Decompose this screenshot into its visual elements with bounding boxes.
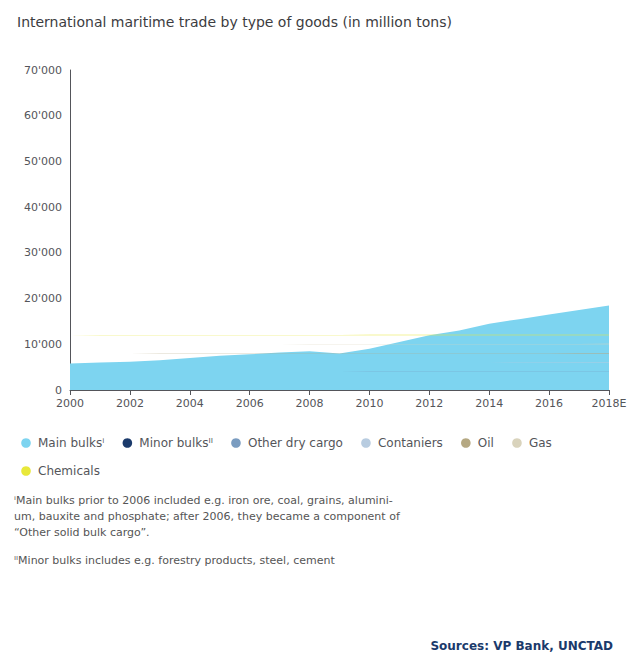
svg-text:30'000: 30'000 — [24, 246, 62, 259]
svg-text:2008: 2008 — [296, 397, 324, 410]
svg-text:2006: 2006 — [236, 397, 264, 410]
svg-text:50'000: 50'000 — [24, 155, 62, 168]
svg-text:2012: 2012 — [415, 397, 443, 410]
svg-text:Minor bulksᴵᴵ: Minor bulksᴵᴵ — [139, 436, 213, 450]
svg-text:ᴵᴵMinor bulks includes e.g. fo: ᴵᴵMinor bulks includes e.g. forestry pro… — [14, 554, 335, 567]
svg-text:Chemicals: Chemicals — [38, 464, 100, 478]
svg-text:2018E: 2018E — [592, 397, 627, 410]
svg-text:Other dry cargo: Other dry cargo — [248, 436, 343, 450]
svg-text:10'000: 10'000 — [24, 338, 62, 351]
svg-text:Main bulksⁱ: Main bulksⁱ — [38, 436, 104, 450]
svg-text:Gas: Gas — [529, 436, 552, 450]
svg-text:2010: 2010 — [355, 397, 383, 410]
svg-text:60'000: 60'000 — [24, 109, 62, 122]
svg-text:20'000: 20'000 — [24, 292, 62, 305]
svg-text:2000: 2000 — [56, 397, 84, 410]
svg-text:0: 0 — [55, 384, 62, 397]
svg-text:70'000: 70'000 — [24, 64, 62, 77]
svg-text:um, bauxite and phosphate; aft: um, bauxite and phosphate; after 2006, t… — [14, 510, 401, 523]
svg-text:2016: 2016 — [535, 397, 563, 410]
svg-text:2004: 2004 — [176, 397, 204, 410]
svg-text:Oil: Oil — [478, 436, 494, 450]
svg-text:“Other solid bulk cargo”.: “Other solid bulk cargo”. — [14, 526, 150, 539]
svg-text:2014: 2014 — [475, 397, 503, 410]
svg-text:40'000: 40'000 — [24, 201, 62, 214]
svg-text:2002: 2002 — [116, 397, 144, 410]
svg-text:International maritime trade b: International maritime trade by type of … — [17, 14, 452, 30]
svg-text:Sources: VP Bank, UNCTAD: Sources: VP Bank, UNCTAD — [430, 639, 613, 653]
svg-text:ⁱMain bulks prior to 2006 incl: ⁱMain bulks prior to 2006 included e.g. … — [14, 494, 393, 507]
svg-text:Contaniers: Contaniers — [378, 436, 443, 450]
